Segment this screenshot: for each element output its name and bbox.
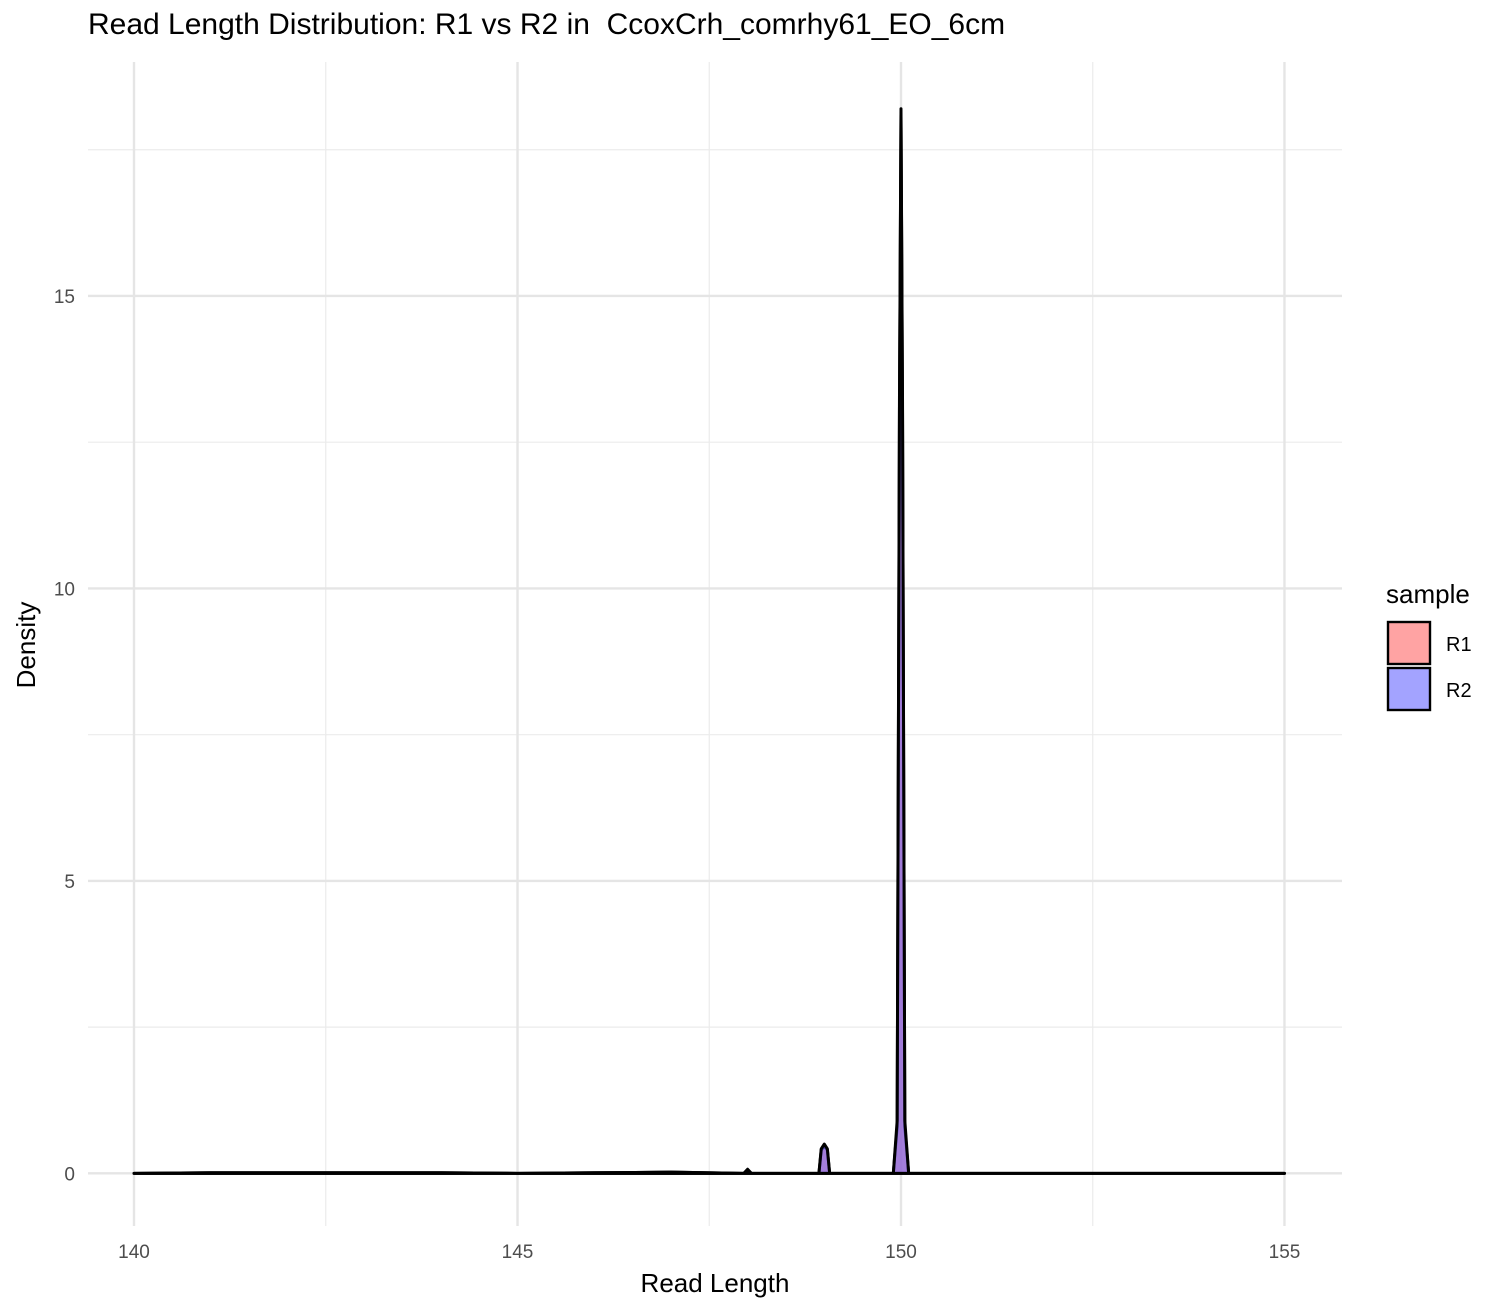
- y-axis-title: Density: [11, 602, 41, 689]
- y-tick-label: 0: [64, 1164, 75, 1185]
- y-axis-ticks: 0 5 10 15: [54, 287, 75, 1185]
- legend-key-r1: [1386, 620, 1432, 666]
- legend-key-r2: [1386, 666, 1432, 712]
- y-tick-label: 5: [64, 872, 75, 893]
- legend-title: sample: [1386, 579, 1470, 609]
- chart-title: Read Length Distribution: R1 vs R2 in Cc…: [88, 8, 1006, 41]
- x-axis-ticks: 140 145 150 155: [118, 1242, 1300, 1263]
- density-areas: [132, 107, 1286, 1175]
- density-area-r2: [132, 107, 1286, 1175]
- x-tick-label: 155: [1269, 1242, 1301, 1263]
- x-axis-title: Read Length: [641, 1268, 790, 1298]
- x-tick-label: 145: [502, 1242, 534, 1263]
- legend-label-r2: R2: [1446, 680, 1472, 702]
- legend-label-r1: R1: [1446, 634, 1472, 656]
- y-tick-label: 15: [54, 287, 75, 308]
- legend: sample R1 R2: [1386, 579, 1472, 712]
- y-tick-label: 10: [54, 579, 75, 600]
- x-tick-label: 140: [118, 1242, 150, 1263]
- x-tick-label: 150: [885, 1242, 917, 1263]
- grid-lines: [88, 62, 1342, 1226]
